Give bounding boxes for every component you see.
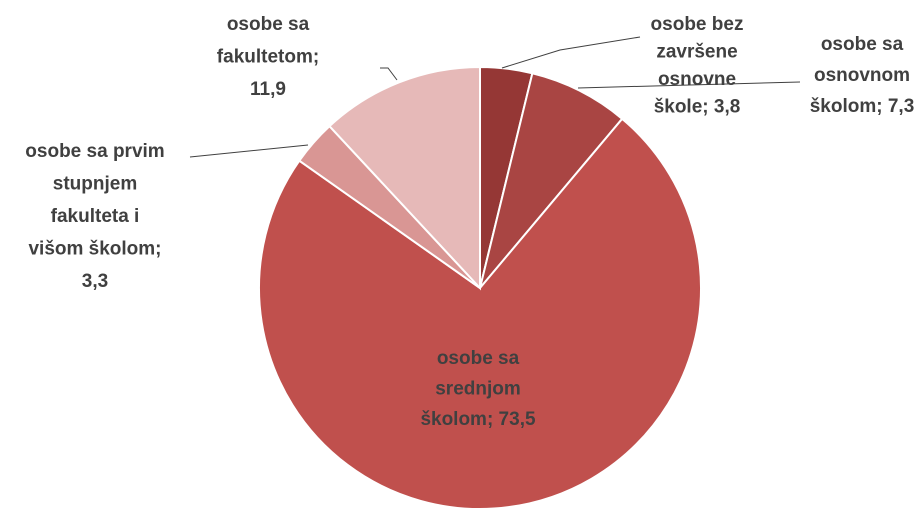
data-label: završene (656, 42, 737, 63)
data-label: školom; 7,3 (810, 96, 915, 117)
data-label: fakultetom; (217, 47, 319, 68)
leader-line (380, 67, 398, 81)
data-label: osobe sa prvim (25, 141, 164, 162)
data-label: višom školom; (28, 239, 161, 260)
data-label: 11,9 (250, 79, 286, 100)
data-label: osobe sa (821, 34, 904, 55)
leader-line (501, 36, 641, 69)
data-label: stupnjem (53, 174, 137, 195)
data-label: osnovne (658, 69, 736, 90)
leader-line (577, 81, 801, 89)
leader-line (189, 144, 309, 158)
data-label: školom; 73,5 (420, 409, 536, 430)
pie-slice (479, 72, 624, 289)
data-label: srednjom (435, 379, 521, 400)
data-label: osnovnom (814, 65, 910, 86)
data-label: škole; 3,8 (654, 97, 741, 118)
data-label: osobe bez (651, 14, 744, 35)
data-label: fakulteta i (51, 206, 140, 227)
data-label: osobe sa (437, 348, 520, 369)
data-label: osobe sa (227, 14, 310, 35)
data-label: 3,3 (82, 271, 108, 292)
pie-slice (258, 117, 702, 509)
pie-slice (328, 65, 481, 291)
